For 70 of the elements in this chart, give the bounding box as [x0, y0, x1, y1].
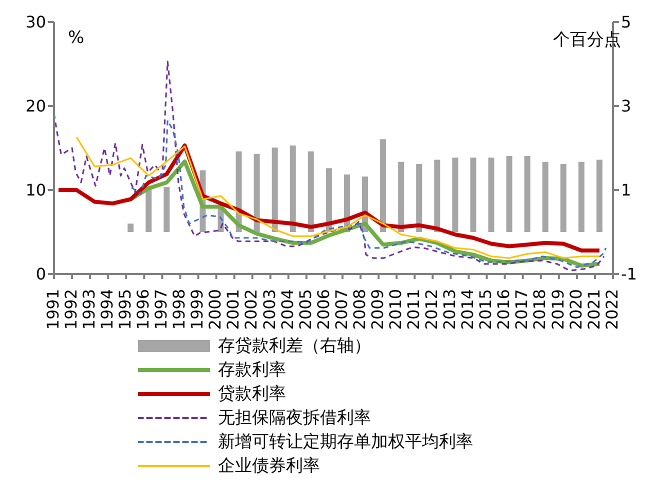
x-tick-label: 2000 [206, 289, 225, 330]
bar [524, 156, 530, 232]
y-tick-label: 30 [26, 12, 46, 32]
y2-axis-title: 个百分点 [553, 29, 621, 51]
bar [398, 162, 404, 232]
x-tick-label: 2015 [476, 289, 496, 330]
x-tick-label: 2007 [332, 289, 351, 330]
line-series [54, 60, 605, 272]
y2-tick-label: -1 [621, 264, 637, 284]
y-axis-title: % [68, 28, 84, 48]
bar [416, 164, 422, 232]
x-tick-label: 2004 [278, 289, 297, 330]
x-tick-label: 2011 [404, 289, 424, 330]
line-series [130, 119, 607, 268]
bar [578, 162, 584, 232]
x-tick-label: 2006 [314, 289, 333, 330]
x-tick-label: 1993 [79, 289, 98, 330]
bar [506, 156, 512, 232]
x-tick-label: 2009 [368, 289, 387, 330]
legend-label: 新增可转让定期存单加权平均利率 [218, 431, 473, 454]
bar [488, 158, 494, 232]
bar [272, 148, 278, 232]
legend-label: 企业债券利率 [218, 455, 320, 478]
legend-label: 贷款利率 [218, 383, 286, 406]
bar [254, 154, 260, 232]
x-tick-label: 2001 [224, 289, 243, 330]
x-tick-label: 2016 [494, 289, 514, 330]
x-tick-label: 2008 [350, 289, 369, 330]
y2-tick-label: 3 [621, 96, 632, 116]
bar [542, 162, 548, 232]
y2-tick-label: 5 [621, 12, 632, 32]
y2-tick-label: 1 [621, 180, 632, 200]
x-tick-label: 2020 [566, 289, 586, 330]
bar [164, 187, 170, 232]
y-tick-label: 0 [36, 264, 46, 284]
bar [470, 158, 476, 232]
x-tick-label: 1996 [134, 289, 153, 330]
x-tick-label: 2010 [386, 289, 405, 330]
y-tick-label: 10 [26, 180, 46, 200]
bar [128, 224, 134, 232]
bar [290, 145, 296, 232]
x-tick-label: 1999 [188, 289, 207, 330]
x-tick-label: 1997 [152, 289, 171, 330]
x-tick-label: 2014 [458, 289, 478, 330]
bar [452, 158, 458, 232]
x-tick-label: 2022 [602, 289, 622, 330]
legend-label: 存贷款利差（右轴） [218, 335, 371, 358]
y-tick-label: 20 [26, 96, 46, 116]
bar [308, 151, 314, 232]
x-tick-label: 1992 [61, 289, 80, 330]
bar [596, 160, 602, 232]
x-tick-label: 2017 [512, 289, 532, 330]
x-tick-label: 2003 [260, 289, 279, 330]
x-tick-label: 1991 [43, 289, 62, 330]
x-tick-label: 2018 [530, 289, 550, 330]
bar [380, 139, 386, 232]
x-tick-label: 2005 [296, 289, 315, 330]
x-tick-label: 2019 [548, 289, 568, 330]
bar [560, 164, 566, 232]
legend-label: 存款利率 [218, 359, 286, 382]
legend-label: 无担保隔夜拆借利率 [218, 407, 371, 430]
x-tick-label: 1998 [170, 289, 189, 330]
x-tick-label: 1995 [116, 289, 135, 330]
bar [146, 187, 152, 232]
x-tick-label: 2002 [242, 289, 261, 330]
x-tick-label: 2021 [584, 289, 604, 330]
x-tick-label: 2012 [422, 289, 442, 330]
x-tick-label: 1994 [97, 289, 116, 330]
x-tick-label: 2013 [440, 289, 460, 330]
bar [434, 160, 440, 232]
